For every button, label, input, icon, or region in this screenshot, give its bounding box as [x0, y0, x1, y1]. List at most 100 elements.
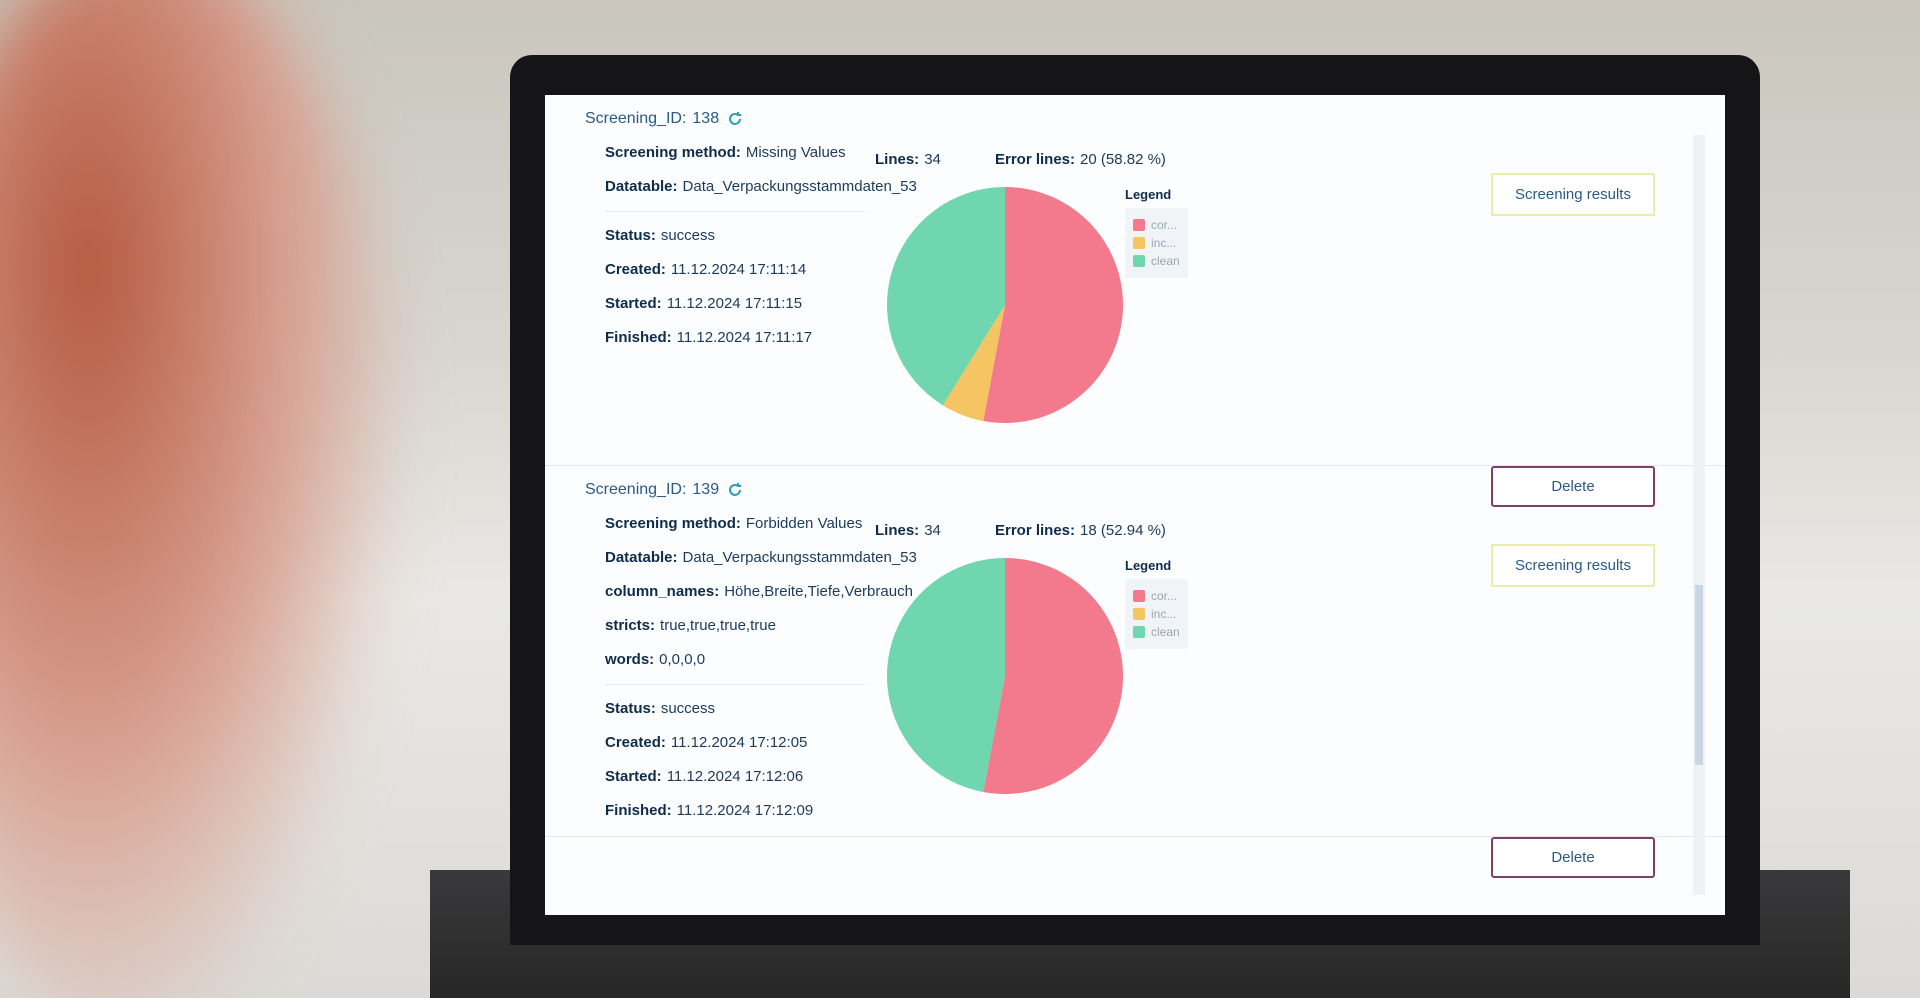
stat-label: Lines: — [875, 151, 920, 168]
detail-row: words: 0,0,0,0 — [605, 650, 865, 670]
status-label: Started: — [605, 768, 662, 785]
delete-button[interactable]: Delete — [1491, 837, 1655, 878]
legend-title: Legend — [1125, 558, 1172, 573]
legend-swatch — [1133, 237, 1145, 249]
screening-card: Screening_ID: 139 Screening method: Forbidd… — [545, 466, 1725, 878]
refresh-icon[interactable] — [725, 480, 745, 500]
legend-item: clean — [1133, 625, 1180, 639]
lines: Lines: 34 — [875, 151, 941, 168]
status-value: 11.12.2024 17:12:09 — [676, 802, 814, 819]
stat-label: Lines: — [875, 522, 920, 539]
divider — [605, 684, 865, 685]
status-row: Created: 11.12.2024 17:12:05 — [605, 733, 865, 753]
pie-slice — [887, 558, 1005, 792]
status-label: Status: — [605, 700, 656, 717]
pie-chart — [887, 558, 1123, 794]
detail-row: column_names: Höhe,Breite,Tiefe,Verbrauch — [605, 582, 913, 602]
legend-title: Legend — [1125, 187, 1172, 202]
status-label: Created: — [605, 734, 666, 751]
scrollbar — [1693, 135, 1705, 895]
id-value: 139 — [692, 481, 720, 498]
detail-row: Datatable: Data_Verpackungsstammdaten_53 — [605, 177, 917, 197]
detail-value: 0,0,0,0 — [659, 651, 706, 668]
error-lines: Error lines: 18 (52.94 %) — [995, 522, 1166, 539]
stat-label: Error lines: — [995, 151, 1076, 168]
detail-value: Forbidden Values — [745, 515, 863, 532]
legend-swatch — [1133, 219, 1145, 231]
legend-item: clean — [1133, 254, 1180, 268]
status-value: 11.12.2024 17:12:05 — [670, 734, 808, 751]
detail-value: Missing Values — [745, 144, 846, 161]
legend-swatch — [1133, 255, 1145, 267]
status-label: Status: — [605, 227, 656, 244]
detail-value: Data_Verpackungsstammdaten_53 — [682, 178, 917, 195]
stat-value: 18 (52.94 %) — [1080, 522, 1166, 539]
screen: Screening_ID: 138 Screening method: Missing… — [545, 95, 1725, 915]
detail-value: true,true,true,true — [660, 617, 776, 634]
error-lines: Error lines: 20 (58.82 %) — [995, 151, 1166, 168]
legend-label: inc... — [1151, 236, 1177, 250]
id-value: 138 — [692, 110, 720, 127]
status-label: Started: — [605, 295, 662, 312]
screening-results-button[interactable]: Screening results — [1491, 173, 1655, 216]
screening-list: Screening_ID: 138 Screening method: Missing… — [545, 95, 1725, 878]
info-column: Screening method: Missing Values Datatable… — [605, 143, 917, 362]
refresh-arrow — [729, 483, 742, 496]
legend: Legend cor... inc... clean — [1125, 558, 1188, 649]
status-value: 11.12.2024 17:11:15 — [666, 295, 803, 312]
status-row: Created: 11.12.2024 17:11:14 — [605, 260, 865, 280]
detail-label: words: — [605, 651, 655, 668]
pie-slice — [983, 558, 1123, 794]
status-label: Created: — [605, 261, 666, 278]
legend-item: inc... — [1133, 236, 1180, 250]
legend-label: cor... — [1151, 218, 1178, 232]
status-row: Status: success — [605, 226, 865, 246]
stat-value: 34 — [924, 151, 941, 168]
detail-value: Data_Verpackungsstammdaten_53 — [682, 549, 917, 566]
detail-row: Datatable: Data_Verpackungsstammdaten_53 — [605, 548, 917, 568]
status-label: Finished: — [605, 329, 672, 346]
screening-card: Screening_ID: 138 Screening method: Missing… — [545, 95, 1725, 507]
stat-label: Error lines: — [995, 522, 1076, 539]
screening-id: Screening_ID: 139 — [585, 480, 745, 500]
detail-row: Screening method: Missing Values — [605, 143, 865, 163]
legend-label: clean — [1151, 254, 1180, 268]
legend-label: inc... — [1151, 607, 1177, 621]
pie-slice — [942, 305, 1005, 421]
blurred-person — [0, 0, 400, 998]
detail-row: Screening method: Forbidden Values — [605, 514, 865, 534]
detail-label: Screening method: — [605, 144, 741, 161]
pie-slice — [887, 187, 1005, 406]
legend-box: cor... inc... clean — [1125, 579, 1188, 649]
legend: Legend cor... inc... clean — [1125, 187, 1188, 278]
legend-label: clean — [1151, 625, 1180, 639]
info-column: Screening method: Forbidden Values Datatab… — [605, 514, 917, 835]
legend-item: cor... — [1133, 589, 1180, 603]
legend-item: inc... — [1133, 607, 1180, 621]
detail-label: Datatable: — [605, 549, 678, 566]
scrollbar-thumb — [1695, 585, 1703, 765]
status-row: Started: 11.12.2024 17:11:15 — [605, 294, 865, 314]
status-value: 11.12.2024 17:12:06 — [666, 768, 804, 785]
pie-chart — [887, 187, 1123, 423]
delete-button[interactable]: Delete — [1491, 466, 1655, 507]
stat-value: 34 — [924, 522, 941, 539]
status-value: success — [660, 700, 716, 717]
screening-results-button[interactable]: Screening results — [1491, 544, 1655, 587]
refresh-icon[interactable] — [725, 109, 745, 129]
detail-label: Screening method: — [605, 515, 741, 532]
legend-label: cor... — [1151, 589, 1178, 603]
status-label: Finished: — [605, 802, 672, 819]
refresh-arrow — [729, 112, 742, 125]
status-value: 11.12.2024 17:11:17 — [676, 329, 813, 346]
status-row: Status: success — [605, 699, 865, 719]
status-row: Started: 11.12.2024 17:12:06 — [605, 767, 865, 787]
legend-item: cor... — [1133, 218, 1180, 232]
legend-swatch — [1133, 590, 1145, 602]
id-label: Screening_ID: — [585, 481, 687, 498]
detail-label: Datatable: — [605, 178, 678, 195]
legend-swatch — [1133, 626, 1145, 638]
pie-slice — [983, 187, 1123, 423]
id-label: Screening_ID: — [585, 110, 687, 127]
